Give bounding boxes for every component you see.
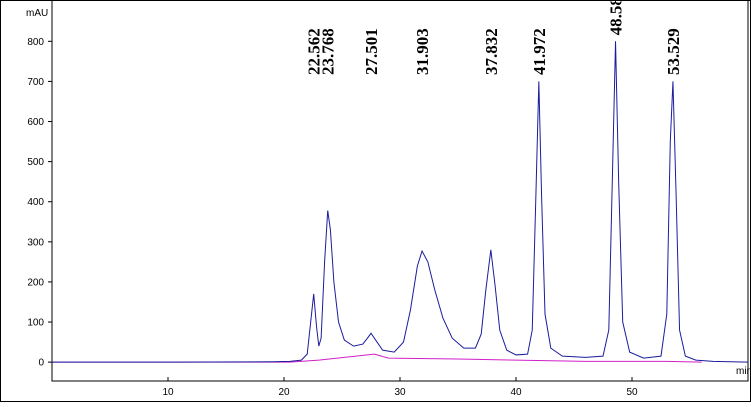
x-axis-label: min bbox=[736, 366, 751, 377]
peak-label: 48.58 bbox=[607, 0, 626, 35]
y-tick-label: 100 bbox=[27, 318, 44, 329]
y-tick-label: 700 bbox=[27, 77, 44, 88]
y-axis-label: mAU bbox=[26, 8, 48, 19]
peak-label: 53.529 bbox=[664, 28, 683, 75]
y-tick-label: 0 bbox=[38, 358, 44, 369]
peak-label: 27.501 bbox=[362, 28, 381, 75]
y-tick-label: 400 bbox=[27, 197, 44, 208]
peak-label: 23.768 bbox=[319, 28, 338, 75]
peak-label: 31.903 bbox=[413, 28, 432, 75]
signal-line bbox=[52, 41, 749, 363]
y-tick-label: 500 bbox=[27, 157, 44, 168]
y-tick-label: 300 bbox=[27, 237, 44, 248]
x-tick-label: 20 bbox=[278, 387, 290, 398]
y-tick-label: 200 bbox=[27, 277, 44, 288]
x-tick-label: 10 bbox=[162, 387, 174, 398]
y-tick-label: 600 bbox=[27, 117, 44, 128]
peak-label: 22.562 bbox=[305, 28, 324, 75]
peak-label: 41.972 bbox=[530, 28, 549, 75]
x-tick-label: 50 bbox=[626, 387, 638, 398]
y-tick-label: 800 bbox=[27, 37, 44, 48]
peak-label: 37.832 bbox=[482, 28, 501, 75]
x-tick-label: 30 bbox=[394, 387, 406, 398]
signal-line bbox=[52, 353, 702, 363]
x-tick-label: 40 bbox=[510, 387, 522, 398]
